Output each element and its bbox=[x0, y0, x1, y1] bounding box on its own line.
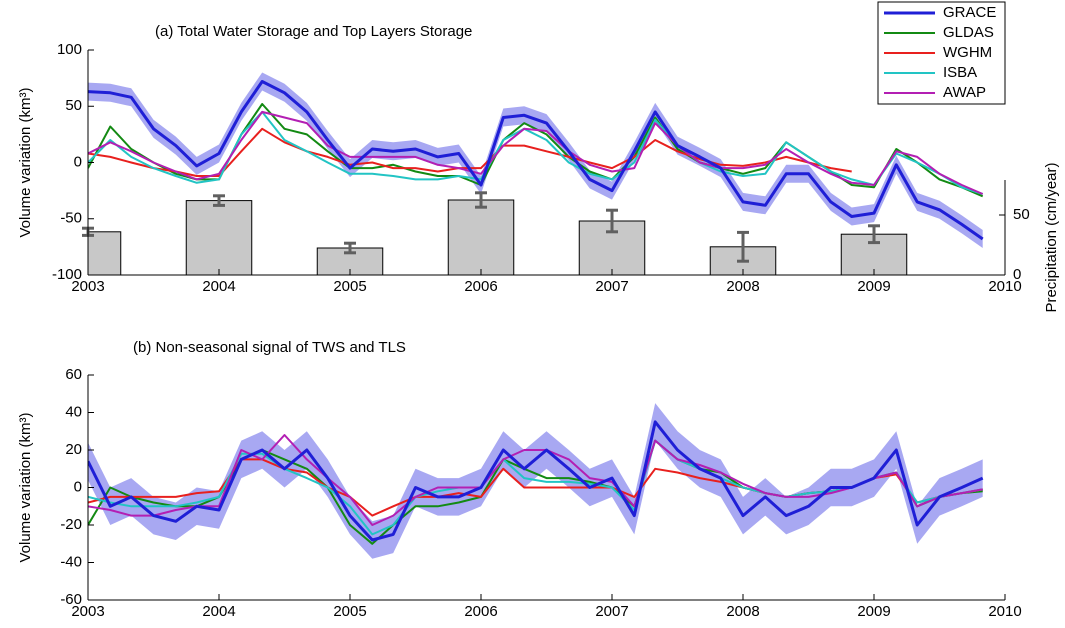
error-bar bbox=[344, 241, 356, 255]
error-bar bbox=[475, 191, 487, 209]
y2-tick-label: 50 bbox=[1013, 206, 1030, 223]
precip-bar bbox=[185, 200, 253, 275]
legend: GRACE GLDAS WGHM ISBA AWAP bbox=[877, 1, 1006, 105]
x-tick-label: 2006 bbox=[464, 278, 497, 295]
y-axis-label: Volume variation (km³) bbox=[17, 412, 34, 562]
legend-label: WGHM bbox=[943, 44, 992, 61]
error-bar bbox=[868, 224, 880, 245]
x-tick-label: 2008 bbox=[726, 278, 759, 295]
x-tick-label: 2010 bbox=[988, 603, 1021, 620]
series-line bbox=[88, 110, 984, 195]
plot-area bbox=[88, 72, 984, 275]
y-tick-label: -40 bbox=[60, 553, 82, 570]
x-tick-label: 2003 bbox=[71, 278, 104, 295]
error-bar bbox=[737, 230, 749, 263]
plot-area bbox=[88, 403, 984, 559]
x-tick-label: 2004 bbox=[202, 278, 235, 295]
y-tick-label: 0 bbox=[74, 153, 82, 170]
y2-tick-label: 0 bbox=[1013, 266, 1021, 283]
y-tick-label: 20 bbox=[65, 441, 82, 458]
series-line bbox=[88, 420, 984, 542]
x-tick-label: 2006 bbox=[464, 603, 497, 620]
y2-axis-label: Precipitation (cm/year) bbox=[1043, 162, 1060, 312]
y-tick-label: -50 bbox=[60, 210, 82, 227]
x-tick-label: 2003 bbox=[71, 603, 104, 620]
x-tick-label: 2009 bbox=[857, 603, 890, 620]
panel-title: (b) Non-seasonal signal of TWS and TLS bbox=[133, 339, 406, 356]
panel-title: (a) Total Water Storage and Top Layers S… bbox=[155, 23, 472, 40]
error-bar bbox=[606, 208, 618, 234]
y-tick-label: -60 bbox=[60, 591, 82, 608]
x-tick-label: 2005 bbox=[333, 278, 366, 295]
x-tick-label: 2004 bbox=[202, 603, 235, 620]
series-line bbox=[88, 434, 983, 526]
precip-bar bbox=[88, 231, 122, 275]
legend-label: GLDAS bbox=[943, 24, 994, 41]
y-tick-label: 40 bbox=[65, 403, 82, 420]
x-tick-label: 2009 bbox=[857, 278, 890, 295]
error-bar bbox=[213, 194, 225, 207]
x-tick-label: 2007 bbox=[595, 603, 628, 620]
y-tick-label: 50 bbox=[65, 97, 82, 114]
series-line bbox=[88, 110, 984, 195]
legend-label: ISBA bbox=[943, 64, 977, 81]
precip-bar bbox=[447, 199, 515, 275]
y-tick-label: 100 bbox=[57, 41, 82, 58]
x-tick-label: 2007 bbox=[595, 278, 628, 295]
y-axis-label: Volume variation (km³) bbox=[17, 87, 34, 237]
y-tick-label: 0 bbox=[74, 478, 82, 495]
legend-label: GRACE bbox=[943, 4, 996, 21]
x-tick-label: 2010 bbox=[988, 278, 1021, 295]
x-tick-label: 2005 bbox=[333, 603, 366, 620]
series-line bbox=[88, 80, 984, 241]
y-tick-label: 60 bbox=[65, 366, 82, 383]
y-tick-label: -100 bbox=[52, 266, 82, 283]
y-tick-label: -20 bbox=[60, 516, 82, 533]
uncertainty-band bbox=[88, 403, 983, 559]
x-tick-label: 2008 bbox=[726, 603, 759, 620]
legend-label: AWAP bbox=[943, 84, 986, 101]
